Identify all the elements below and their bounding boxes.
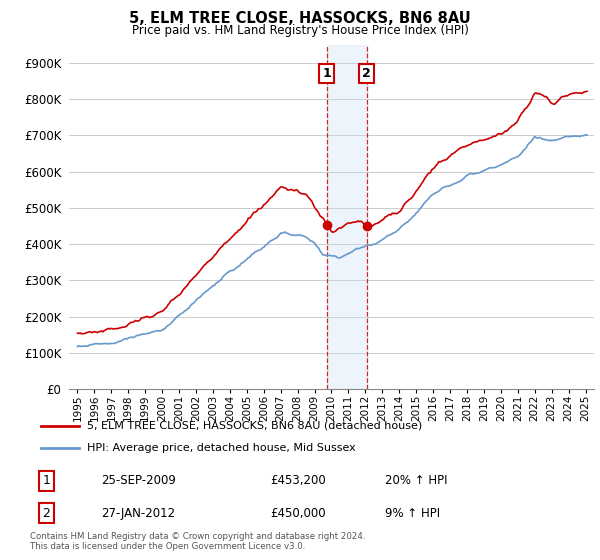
- Text: 5, ELM TREE CLOSE, HASSOCKS, BN6 8AU (detached house): 5, ELM TREE CLOSE, HASSOCKS, BN6 8AU (de…: [88, 421, 422, 431]
- Text: £450,000: £450,000: [270, 507, 326, 520]
- Text: Contains HM Land Registry data © Crown copyright and database right 2024.
This d: Contains HM Land Registry data © Crown c…: [30, 532, 365, 552]
- Text: Price paid vs. HM Land Registry's House Price Index (HPI): Price paid vs. HM Land Registry's House …: [131, 24, 469, 36]
- Text: £453,200: £453,200: [270, 474, 326, 487]
- Text: 1: 1: [323, 67, 331, 80]
- Text: 27-JAN-2012: 27-JAN-2012: [101, 507, 175, 520]
- Text: 1: 1: [43, 474, 50, 487]
- Text: 9% ↑ HPI: 9% ↑ HPI: [385, 507, 440, 520]
- Text: 2: 2: [43, 507, 50, 520]
- Bar: [327, 45, 367, 389]
- Text: 5, ELM TREE CLOSE, HASSOCKS, BN6 8AU: 5, ELM TREE CLOSE, HASSOCKS, BN6 8AU: [129, 11, 471, 26]
- Text: HPI: Average price, detached house, Mid Sussex: HPI: Average price, detached house, Mid …: [88, 443, 356, 453]
- Text: 20% ↑ HPI: 20% ↑ HPI: [385, 474, 448, 487]
- Text: 25-SEP-2009: 25-SEP-2009: [101, 474, 176, 487]
- Text: 2: 2: [362, 67, 371, 80]
